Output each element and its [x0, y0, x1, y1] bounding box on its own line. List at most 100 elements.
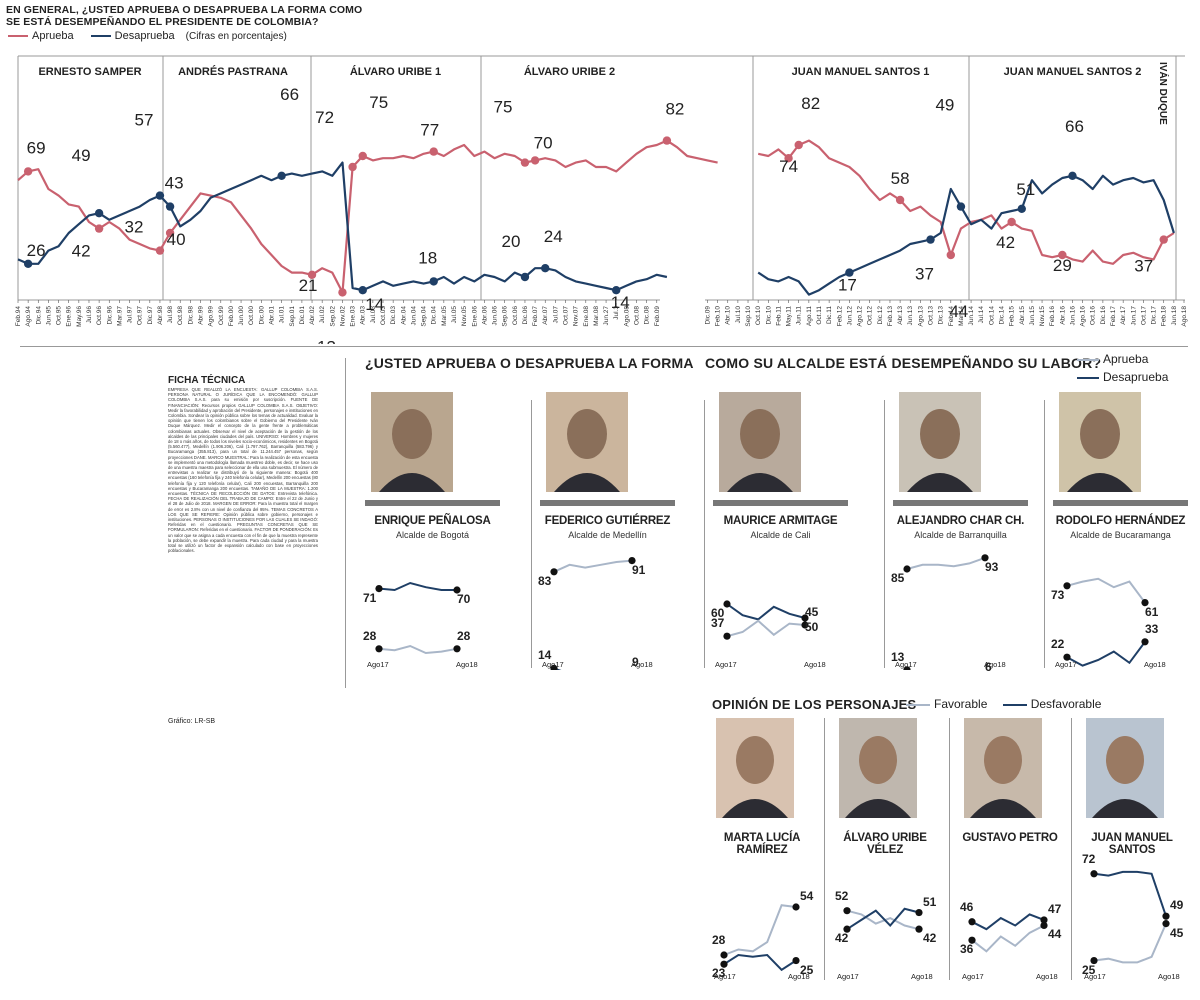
x-axis-last: Ago18 — [1158, 972, 1180, 981]
data-label-2: 32 — [124, 218, 143, 237]
approve-swatch — [8, 35, 28, 38]
main-chart-labels: 69 42 32 40 21 13 72 75 77 75 70 82 82 74 58 44 42 29 37 26… — [23, 85, 1168, 344]
mayor-chart-1-series-1 — [553, 667, 562, 670]
x-tick-89: Ago.13 — [917, 306, 924, 327]
data-label-1: 42 — [72, 242, 91, 261]
x-tick-48: Sep.06 — [502, 306, 509, 327]
x-axis-last: Ago18 — [984, 660, 1006, 669]
data-label-30: 17 — [838, 276, 857, 295]
x-tick-92: Feb.14 — [948, 306, 955, 327]
opinion-value-d: 44 — [1048, 927, 1062, 942]
x-tick-4: Oct.95 — [56, 306, 63, 326]
mayor-value-top-last: 61 — [1145, 604, 1159, 619]
x-tick-69: Feb.10 — [715, 306, 722, 327]
portrait-icon — [1067, 409, 1133, 492]
portrait-icon — [722, 736, 788, 818]
opinion-value-c: 51 — [923, 894, 937, 909]
portrait-icon — [554, 409, 620, 492]
mayor-photo-4 — [1059, 392, 1141, 492]
mayor-value-bottom-last: 9 — [632, 655, 639, 670]
mayor-chart-2-series-0 — [726, 603, 806, 621]
fav-swatch — [906, 703, 930, 706]
x-tick-103: Abr.16 — [1059, 306, 1066, 325]
x-tick-95: Jul.14 — [978, 306, 985, 324]
mayor-chart-4-dot-0-5 — [1141, 599, 1149, 607]
opinion-chart-2-dot-1-5 — [1040, 916, 1048, 924]
opinion-value-b: 36 — [960, 942, 974, 957]
opinion-chart-3-series-1 — [1093, 870, 1167, 917]
mayor-chart-0 — [375, 581, 461, 655]
point-24 — [277, 171, 286, 180]
mayor-chart-0-series-0 — [378, 581, 457, 592]
point-13 — [784, 154, 793, 163]
opinion-chart-1-dot-1-0 — [843, 925, 851, 933]
mayor-chart-2-dot-1-5 — [801, 621, 809, 629]
x-tick-15: Jul.98 — [167, 306, 174, 324]
mayor-name: FEDERICO GUTIÉRREZ — [544, 515, 671, 527]
x-tick-24: Dic.00 — [258, 306, 265, 325]
portrait-icon — [907, 409, 973, 492]
personaje-name: ÁLVARO URIBE VÉLEZ — [843, 832, 927, 856]
x-tick-41: Dic.04 — [431, 306, 438, 325]
opinion-chart-2-series-1 — [971, 913, 1045, 931]
x-tick-45: Ene.06 — [471, 306, 478, 327]
mayor-value-bottom-last: 28 — [457, 628, 471, 643]
opinion-value-b: 42 — [835, 931, 849, 946]
mayor-value-top-last: 93 — [985, 559, 999, 574]
x-axis-first: Ago17 — [714, 972, 736, 981]
opinion-chart-1 — [843, 907, 923, 933]
mayor-chart-3 — [903, 554, 989, 670]
opinion-chart-1-dot-0-0 — [843, 907, 851, 915]
opinion-legend-fav: Favorable — [934, 697, 988, 711]
x-tick-106: Oct.16 — [1090, 306, 1097, 326]
x-tick-57: Mar.08 — [593, 306, 600, 326]
point-11 — [662, 136, 672, 145]
opinion-value-a: 72 — [1082, 851, 1096, 866]
opinion-value-c: 47 — [1048, 901, 1062, 916]
x-tick-36: Oct.03 — [380, 306, 387, 326]
opinion-chart-1-series-0 — [846, 909, 920, 931]
x-tick-91: Dic.13 — [938, 306, 945, 325]
period-santos-1: JUAN MANUEL SANTOS 1 — [791, 66, 930, 78]
mayor-bar-4 — [1053, 500, 1188, 506]
mayor-chart-2-dot-0-0 — [723, 600, 731, 608]
portrait-icon — [970, 736, 1036, 818]
opinion-chart-0-dot-0-0 — [720, 951, 728, 959]
personaje-name: MARTA LUCÍA RAMÍREZ — [723, 832, 801, 856]
x-axis-last: Ago18 — [1036, 972, 1058, 981]
x-tick-47: Jun.06 — [492, 306, 499, 326]
x-tick-26: Jul.01 — [279, 306, 286, 324]
data-label-7: 75 — [369, 93, 388, 112]
x-tick-55: Nov.07 — [573, 306, 580, 326]
mayors-legend: Aprueba Desaprueba — [1075, 352, 1168, 384]
x-tick-102: Feb.16 — [1049, 306, 1056, 327]
x-tick-72: Sep.10 — [745, 306, 752, 327]
mayor-chart-1-dot-0-5 — [628, 557, 636, 565]
data-label-20: 26 — [27, 241, 46, 260]
point-31 — [926, 235, 935, 244]
mayors-title-left: ¿USTED APRUEBA O DESAPRUEBA LA FORMA — [365, 355, 694, 371]
x-axis-first: Ago17 — [367, 660, 389, 669]
point-18 — [1159, 235, 1168, 244]
data-label-33: 51 — [1016, 180, 1035, 199]
x-tick-10: Mar.97 — [116, 306, 123, 326]
opinion-value-b: 23 — [712, 966, 726, 981]
x-tick-27: Sep.01 — [289, 306, 296, 327]
opinion-chart-2-dot-1-0 — [968, 918, 976, 926]
data-label-34: 66 — [1065, 117, 1084, 136]
x-tick-39: Jun.04 — [410, 306, 417, 326]
point-8 — [429, 147, 438, 156]
x-tick-50: Dic.06 — [522, 306, 529, 325]
data-label-15: 44 — [949, 302, 968, 321]
portrait-icon — [845, 736, 911, 818]
opinion-chart-3-dot-0-5 — [1162, 920, 1170, 928]
point-26 — [429, 277, 438, 286]
x-tick-68: Dic.09 — [704, 306, 711, 325]
x-tick-21: Feb.00 — [228, 306, 235, 327]
x-tick-113: Feb.18 — [1161, 306, 1168, 327]
mayor-value-top-first: 71 — [363, 590, 377, 605]
x-tick-31: Sep.02 — [329, 306, 336, 327]
x-axis-last: Ago18 — [1144, 660, 1166, 669]
mayor-chart-2-dot-0-5 — [801, 614, 809, 622]
point-12 — [794, 140, 803, 150]
